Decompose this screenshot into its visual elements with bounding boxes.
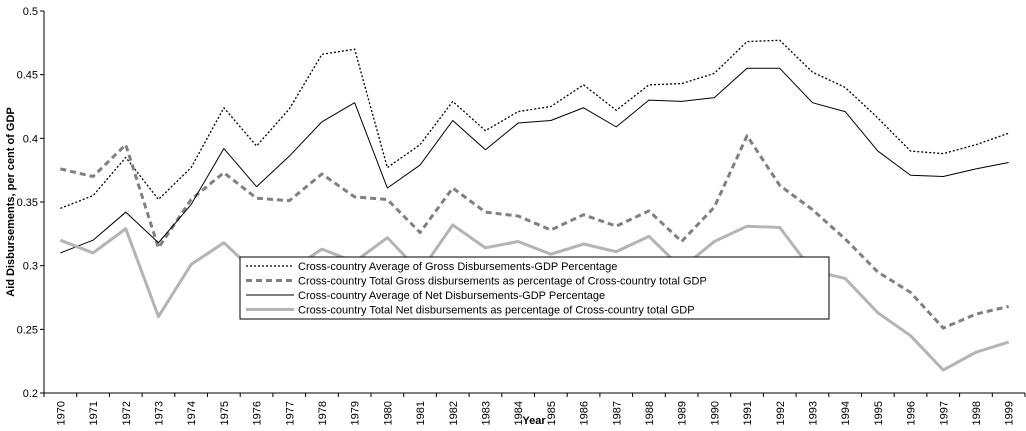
x-tick-label: 1974 xyxy=(186,401,198,425)
x-tick-label: 1991 xyxy=(742,401,754,425)
x-tick-label: 1973 xyxy=(153,401,165,425)
series-line xyxy=(60,67,1009,254)
x-tick-label: 1985 xyxy=(546,401,558,425)
legend-label: Cross-country Average of Gross Disbursem… xyxy=(298,261,617,273)
x-tick-label: 1977 xyxy=(284,401,296,425)
y-tick-label: 0.35 xyxy=(17,197,38,209)
x-tick-label: 1999 xyxy=(1004,401,1016,425)
x-tick-label: 1970 xyxy=(55,401,67,425)
x-tick-label: 1978 xyxy=(317,401,329,425)
x-tick-label: 1982 xyxy=(448,401,460,425)
x-tick-label: 1979 xyxy=(350,401,362,425)
x-tick-label: 1980 xyxy=(382,401,394,425)
x-tick-label: 1976 xyxy=(252,401,264,425)
x-tick-label: 1997 xyxy=(938,401,950,425)
x-tick-label: 1971 xyxy=(88,401,100,425)
x-tick-label: 1984 xyxy=(513,401,525,425)
x-tick-label: 1975 xyxy=(219,401,231,425)
legend-label: Cross-country Total Net disbursements as… xyxy=(298,305,695,317)
x-tick-label: 1987 xyxy=(611,401,623,425)
legend-box xyxy=(239,256,830,320)
x-tick-label: 1981 xyxy=(415,401,427,425)
x-tick-label: 1990 xyxy=(709,401,721,425)
series-line xyxy=(60,134,1009,330)
x-tick-label: 1992 xyxy=(775,401,787,425)
series-line xyxy=(60,39,1009,209)
x-tick-label: 1998 xyxy=(971,401,983,425)
y-tick-label: 0.45 xyxy=(17,70,38,82)
y-tick-label: 0.4 xyxy=(23,133,38,145)
legend-label: Cross-country Average of Net Disbursemen… xyxy=(298,290,605,302)
x-tick-label: 1972 xyxy=(121,401,133,425)
x-tick-label: 1996 xyxy=(906,401,918,425)
y-tick-label: 0.25 xyxy=(17,324,38,336)
x-tick-label: 1983 xyxy=(480,401,492,425)
y-tick-label: 0.3 xyxy=(23,261,38,273)
y-axis-label: Aid Disbursements, per cent of GDP xyxy=(5,107,17,296)
series-line xyxy=(59,223,1010,372)
y-tick-label: 0.2 xyxy=(23,388,38,400)
x-axis-label: Year xyxy=(522,415,546,427)
x-tick-label: 1986 xyxy=(579,401,591,425)
y-tick-label: 0.5 xyxy=(23,6,38,18)
x-tick-label: 1988 xyxy=(644,401,656,425)
x-tick-label: 1994 xyxy=(840,401,852,425)
x-tick-label: 1995 xyxy=(873,401,885,425)
x-tick-label: 1989 xyxy=(677,401,689,425)
legend-label: Cross-country Total Gross disbursements … xyxy=(298,276,707,288)
x-tick-label: 1993 xyxy=(807,401,819,425)
